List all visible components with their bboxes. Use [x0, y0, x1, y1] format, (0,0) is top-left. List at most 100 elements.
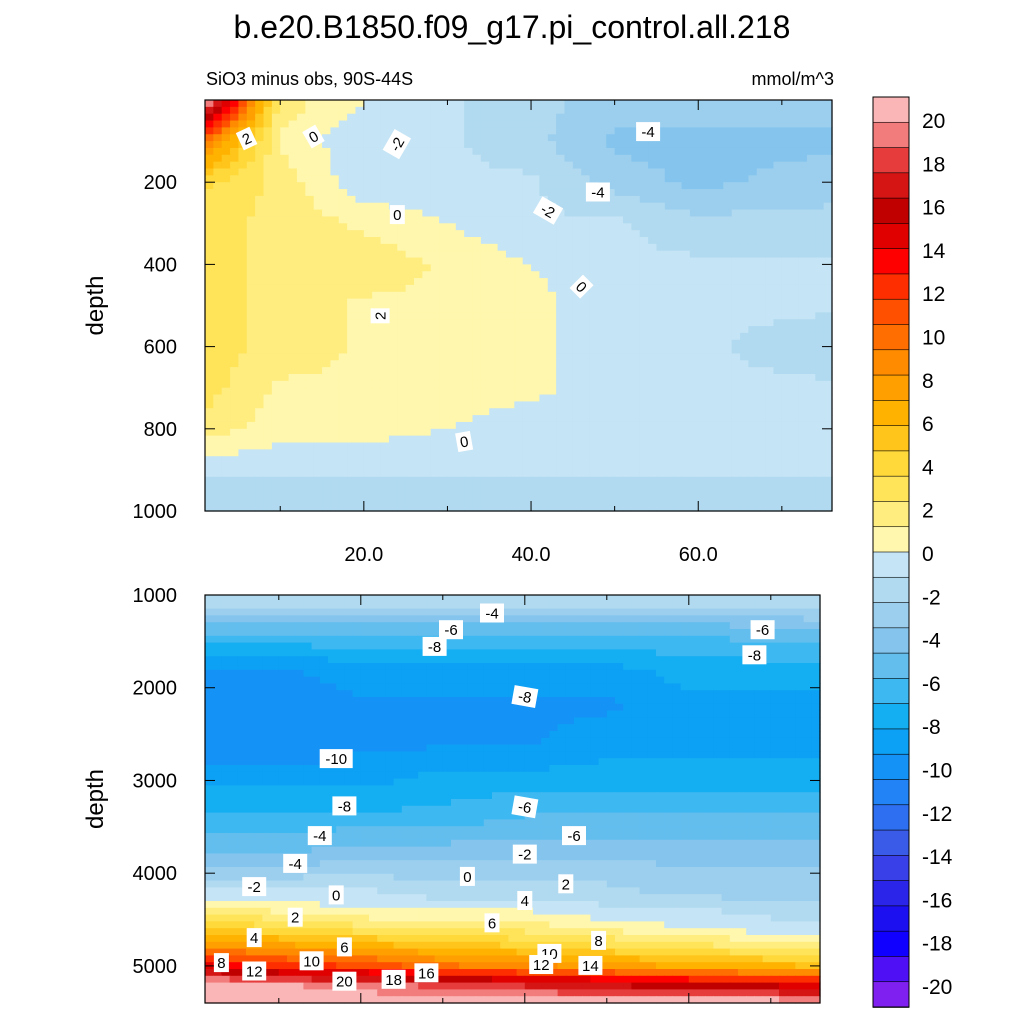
- heatmap-cell: [263, 120, 273, 128]
- heatmap-cell: [303, 622, 313, 630]
- heatmap-cell: [731, 463, 741, 471]
- heatmap-cell: [422, 435, 432, 444]
- heatmap-cell: [564, 141, 574, 149]
- heatmap-cell: [656, 100, 666, 108]
- heatmap-cell: [664, 428, 674, 437]
- heatmap-cell: [773, 374, 783, 382]
- heatmap-cell: [798, 271, 808, 279]
- heatmap-cell: [731, 202, 741, 211]
- heatmap-cell: [798, 374, 808, 382]
- heatmap-cell: [205, 476, 214, 485]
- heatmap-cell: [221, 360, 231, 368]
- heatmap-cell: [597, 257, 607, 265]
- heatmap-cell: [405, 250, 415, 259]
- heatmap-cell: [773, 120, 783, 128]
- heatmap-cell: [556, 497, 566, 505]
- heatmap-cell: [581, 209, 591, 218]
- heatmap-cell: [740, 442, 749, 450]
- heatmap-cell: [631, 497, 641, 505]
- heatmap-cell: [706, 394, 716, 402]
- heatmap-cell: [497, 394, 507, 402]
- heatmap-cell: [547, 387, 557, 396]
- heatmap-cell: [714, 291, 724, 300]
- heatmap-cell: [205, 284, 214, 293]
- heatmap-cell: [464, 195, 474, 204]
- heatmap-cell: [397, 346, 407, 355]
- heatmap-cell: [338, 476, 348, 485]
- heatmap-cell: [798, 387, 808, 396]
- heatmap-cell: [330, 237, 340, 245]
- heatmap-cell: [401, 629, 411, 637]
- heatmap-cell: [541, 608, 550, 616]
- heatmap-cell: [597, 168, 607, 176]
- heatmap-cell: [372, 134, 382, 142]
- heatmap-cell: [731, 483, 741, 492]
- heatmap-cell: [380, 380, 390, 389]
- heatmap-cell: [213, 367, 223, 375]
- heatmap-cell: [514, 469, 524, 478]
- heatmap-cell: [288, 250, 298, 259]
- heatmap-cell: [280, 278, 290, 286]
- heatmap-cell: [338, 339, 348, 348]
- heatmap-cell: [271, 106, 281, 115]
- heatmap-cell: [447, 380, 457, 389]
- heatmap-cell: [664, 449, 674, 457]
- heatmap-cell: [296, 209, 306, 218]
- heatmap-cell: [773, 504, 783, 512]
- x-tick-label: 40.0: [512, 544, 551, 566]
- heatmap-cell: [606, 456, 616, 464]
- heatmap-cell: [531, 476, 540, 485]
- heatmap-cell: [372, 332, 382, 341]
- heatmap-cell: [614, 134, 624, 142]
- heatmap-cell: [405, 202, 415, 211]
- heatmap-cells: [205, 100, 833, 512]
- heatmap-cell: [414, 449, 423, 457]
- heatmap-cell: [689, 182, 699, 190]
- heatmap-cell: [539, 182, 549, 190]
- heatmap-cell: [647, 622, 657, 630]
- heatmap-cell: [213, 209, 223, 218]
- heatmap-cell: [489, 209, 499, 218]
- heatmap-cell: [773, 463, 783, 471]
- heatmap-cell: [798, 339, 808, 348]
- heatmap-cell: [514, 319, 524, 327]
- heatmap-cell: [372, 298, 382, 307]
- heatmap-cell: [572, 161, 582, 170]
- heatmap-cell: [330, 284, 340, 293]
- heatmap-cell: [773, 497, 783, 505]
- heatmap-cell: [656, 608, 665, 616]
- heatmap-cell: [522, 442, 532, 450]
- heatmap-cell: [681, 271, 691, 279]
- heatmap-cell: [221, 291, 231, 300]
- heatmap-cell: [455, 230, 465, 238]
- heatmap-cell: [731, 421, 741, 430]
- heatmap-cell: [205, 264, 214, 272]
- heatmap-cell: [815, 353, 825, 361]
- heatmap-cell: [748, 100, 758, 108]
- heatmap-cell: [806, 360, 816, 368]
- heatmap-cell: [405, 367, 415, 375]
- heatmap-cell: [556, 339, 566, 348]
- heatmap-cell: [430, 243, 440, 252]
- heatmap-cell: [205, 394, 214, 402]
- heatmap-cell: [388, 312, 398, 320]
- heatmap-cell: [681, 147, 691, 156]
- heatmap-cell: [806, 141, 816, 149]
- heatmap-cell: [430, 291, 440, 300]
- heatmap-cell: [397, 326, 407, 334]
- heatmap-cell: [213, 332, 223, 341]
- heatmap-cell: [664, 202, 674, 211]
- heatmap-cell: [497, 202, 507, 211]
- heatmap-cell: [480, 154, 490, 163]
- heatmap-cell: [230, 504, 240, 512]
- heatmap-cell: [723, 387, 733, 396]
- heatmap-cell: [664, 305, 674, 313]
- heatmap-cell: [639, 250, 649, 259]
- heatmap-cell: [647, 601, 657, 610]
- heatmap-cell: [756, 189, 766, 197]
- heatmap-cell: [781, 237, 791, 245]
- heatmap-cell: [522, 415, 532, 423]
- heatmap-cell: [489, 189, 499, 197]
- heatmap-cell: [363, 298, 373, 307]
- heatmap-cell: [263, 319, 273, 327]
